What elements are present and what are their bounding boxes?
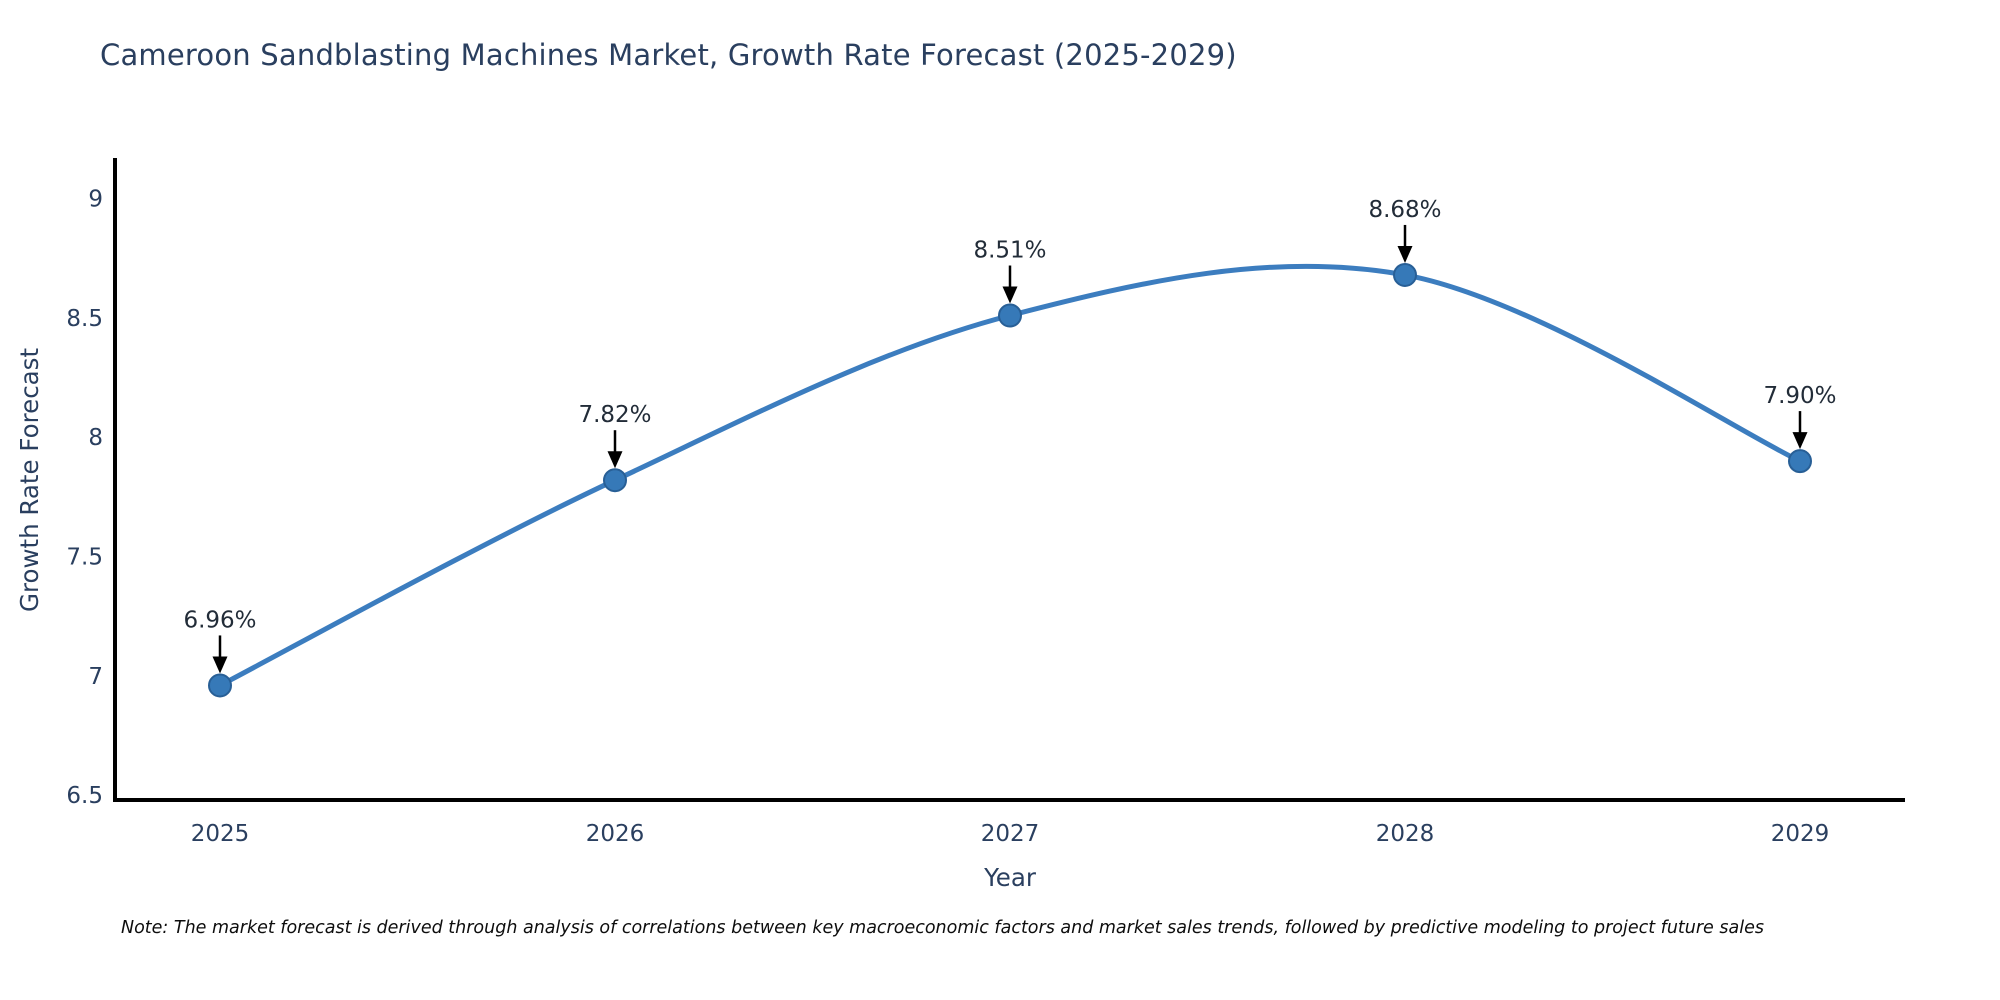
plot-series bbox=[208, 262, 1812, 698]
annotation-arrowhead-icon bbox=[1002, 286, 1018, 304]
trend-line bbox=[217, 263, 1803, 688]
annotation-label: 7.90% bbox=[1763, 383, 1836, 409]
chart-title: Cameroon Sandblasting Machines Market, G… bbox=[100, 38, 1237, 72]
annotation-label: 6.96% bbox=[183, 607, 256, 633]
annotation-label: 8.68% bbox=[1368, 197, 1441, 223]
annotation-arrowhead-icon bbox=[212, 656, 228, 674]
data-point[interactable] bbox=[1788, 449, 1812, 474]
chart-footnote: Note: The market forecast is derived thr… bbox=[121, 918, 1764, 938]
x-axis-title: Year bbox=[983, 863, 1037, 892]
x-tick-label: 2029 bbox=[1771, 821, 1830, 847]
y-tick-label: 6.5 bbox=[66, 783, 103, 809]
y-tick-label: 7 bbox=[88, 664, 103, 690]
annotation-label: 8.51% bbox=[973, 238, 1046, 264]
annotation-arrowhead-icon bbox=[1792, 432, 1808, 450]
y-tick-label: 8 bbox=[88, 425, 103, 451]
x-tick-label: 2026 bbox=[586, 821, 645, 847]
y-tick-label: 9 bbox=[88, 187, 103, 213]
plot-axes bbox=[113, 158, 1905, 802]
annotation-arrowhead-icon bbox=[607, 451, 623, 469]
plot-annotations: 6.96% 7.82% 8.51% 8.68% 7.90% bbox=[183, 197, 1837, 674]
data-point[interactable] bbox=[998, 303, 1022, 328]
x-tick-label: 2027 bbox=[981, 821, 1040, 847]
data-point[interactable] bbox=[208, 673, 232, 698]
y-tick-label: 7.5 bbox=[66, 545, 103, 571]
annotation-arrowhead-icon bbox=[1397, 245, 1413, 263]
data-point[interactable] bbox=[1393, 262, 1417, 287]
y-tick-label: 8.5 bbox=[66, 306, 103, 332]
x-tick-label: 2028 bbox=[1376, 821, 1435, 847]
annotation-label: 7.82% bbox=[578, 402, 651, 428]
y-axis-title: Growth Rate Forecast bbox=[15, 348, 44, 612]
plot-ticks: 6.5 7 7.5 8 8.5 9 2025 2026 2027 2028 2029 bbox=[66, 187, 1829, 847]
data-point[interactable] bbox=[603, 468, 627, 493]
x-tick-label: 2025 bbox=[191, 821, 250, 847]
